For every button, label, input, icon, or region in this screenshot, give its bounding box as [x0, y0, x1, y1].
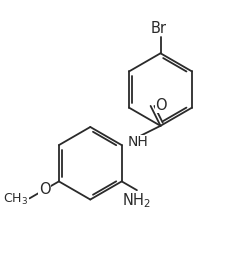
Text: Br: Br [150, 21, 166, 36]
Text: NH$_2$: NH$_2$ [122, 191, 151, 210]
Text: O: O [39, 182, 50, 197]
Text: CH$_3$: CH$_3$ [3, 191, 28, 206]
Text: O: O [155, 98, 166, 113]
Text: NH: NH [127, 135, 148, 149]
